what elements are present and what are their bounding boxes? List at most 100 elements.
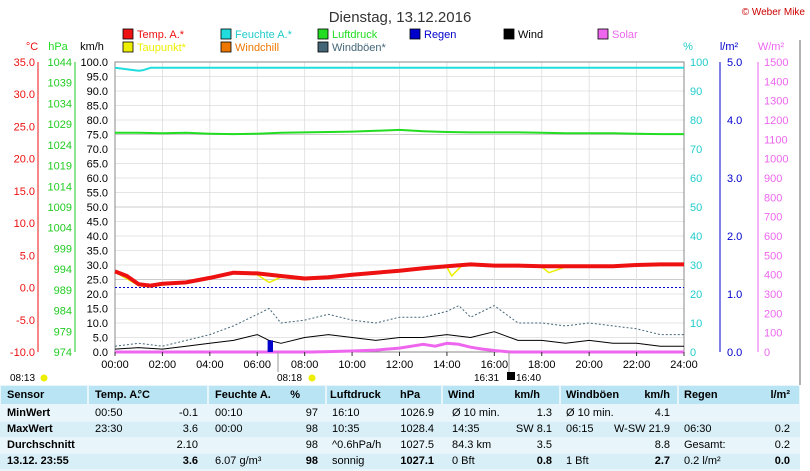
legend: Temp. A.* Feuchte A.* Luftdruck Regen Wind So… bbox=[122, 28, 638, 54]
humidity-tick-label: 60 bbox=[690, 173, 702, 185]
solar-tick-label: 500 bbox=[764, 250, 782, 262]
table-cell: 2.10 bbox=[176, 439, 198, 451]
legend-label: Solar bbox=[612, 29, 638, 41]
legend-label: Temp. A.* bbox=[137, 29, 185, 41]
table-header-cell: Feuchte A. bbox=[215, 389, 271, 401]
table-cell: 2.7 bbox=[654, 455, 670, 467]
table-row: MinWert 00:50 -0.1 00:10 97 16:10 1026.9 Ø 10 m… bbox=[0, 406, 800, 421]
solar-tick-label: 1100 bbox=[764, 134, 788, 146]
humidity-tick-label: 0 bbox=[690, 347, 696, 359]
legend-swatch bbox=[317, 28, 329, 40]
wind-tick-label: 70.0 bbox=[87, 144, 108, 156]
table-cell: 3.6 bbox=[182, 423, 198, 435]
sunrise-label: 08:13 bbox=[10, 373, 35, 384]
pressure-tick-label: 1034 bbox=[48, 98, 72, 110]
pressure-tick-label: 989 bbox=[54, 285, 72, 297]
table-cell: -0.1 bbox=[179, 407, 198, 419]
legend-label: Luftdruck bbox=[332, 29, 378, 41]
pressure-tick-label: 1009 bbox=[48, 202, 72, 214]
table-row: 13.12. 23:55 3.6 6.07 g/m³ 98 sonnig 1027.1 0 … bbox=[0, 454, 800, 469]
table-header-cell: l/m² bbox=[770, 389, 790, 401]
table-header-cell: °C bbox=[137, 389, 150, 401]
series-line-wind bbox=[114, 331, 684, 350]
legend-label: Windchill bbox=[235, 42, 279, 54]
table-cell: 0.2 bbox=[774, 423, 790, 435]
wind-tick-label: 50.0 bbox=[87, 202, 108, 214]
humidity-tick-label: 70 bbox=[690, 144, 702, 156]
x-tick-label: 14:00 bbox=[433, 359, 461, 371]
table-cell: Gesamt: bbox=[684, 439, 726, 451]
page-title: Dienstag, 13.12.2016 bbox=[329, 9, 472, 26]
solar-tick-label: 0 bbox=[764, 347, 770, 359]
table-cell: 1028.4 bbox=[400, 423, 434, 435]
wind-tick-label: 55.0 bbox=[87, 188, 108, 200]
table-cell: 98 bbox=[305, 423, 318, 435]
x-tick-label: 16:00 bbox=[481, 359, 509, 371]
table-cell: SW 8.1 bbox=[515, 423, 552, 435]
axis-unit-label: l/m² bbox=[720, 41, 739, 53]
temp-tick-label: 15.0 bbox=[14, 186, 35, 198]
table-cell: 0.2 bbox=[774, 439, 790, 451]
wind-tick-label: 30.0 bbox=[87, 260, 108, 272]
rain-tick-label: 3.0 bbox=[727, 173, 742, 185]
pressure-tick-label: 1024 bbox=[48, 140, 72, 152]
table-cell: 00:50 bbox=[95, 407, 123, 419]
x-tick-label: 08:00 bbox=[291, 359, 319, 371]
temp-tick-label: -5.0 bbox=[16, 315, 35, 327]
solar-tick-label: 800 bbox=[764, 192, 782, 204]
pressure-tick-label: 1029 bbox=[48, 119, 72, 131]
legend-label: Wind bbox=[518, 29, 543, 41]
table-cell: 00:10 bbox=[215, 407, 243, 419]
table-header-section bbox=[209, 386, 325, 404]
series-line-feuchtea bbox=[114, 66, 684, 72]
wind-tick-label: 95.0 bbox=[87, 72, 108, 84]
pressure-tick-label: 984 bbox=[54, 306, 72, 318]
solar-tick-label: 700 bbox=[764, 212, 782, 224]
table-header-section bbox=[89, 386, 207, 404]
table-cell: ^0.6hPa/h bbox=[332, 439, 382, 451]
max-b-label: 16:40 bbox=[516, 373, 541, 384]
temp-tick-label: 0.0 bbox=[20, 283, 35, 295]
table-cell: 0.0 bbox=[774, 455, 790, 467]
humidity-tick-label: 100 bbox=[690, 57, 708, 69]
x-tick-label: 00:00 bbox=[101, 359, 129, 371]
humidity-tick-label: 50 bbox=[690, 202, 702, 214]
solar-tick-label: 100 bbox=[764, 328, 782, 340]
series-line-windben bbox=[114, 305, 684, 347]
legend-swatch bbox=[503, 28, 515, 40]
wind-tick-label: 90.0 bbox=[87, 86, 108, 98]
legend-label: Taupunkt* bbox=[137, 42, 187, 54]
series-layer bbox=[114, 66, 684, 354]
legend-swatch bbox=[122, 28, 134, 40]
axis-unit-label: % bbox=[683, 41, 693, 53]
table-header-cell: Sensor bbox=[7, 389, 45, 401]
axis-unit-label: W/m² bbox=[758, 41, 785, 53]
grid bbox=[114, 61, 685, 353]
pressure-tick-label: 979 bbox=[54, 326, 72, 338]
series-line-luftdruck bbox=[115, 128, 684, 136]
row-label: Durchschnitt bbox=[7, 439, 75, 451]
table-cell: 06:15 bbox=[566, 423, 594, 435]
humidity-tick-label: 20 bbox=[690, 289, 702, 301]
rain-tick-label: 0.0 bbox=[727, 347, 742, 359]
x-tick-label: 04:00 bbox=[196, 359, 224, 371]
x-tick-label: 06:00 bbox=[243, 359, 271, 371]
table-cell: 98 bbox=[305, 455, 318, 467]
wind-tick-label: 20.0 bbox=[87, 289, 108, 301]
table-header-cell: Regen bbox=[684, 389, 718, 401]
time-axis: 00:00 02:00 04:00 06:00 08:00 10:00 12:00 14:00… bbox=[101, 352, 698, 371]
humidity-tick-label: 10 bbox=[690, 318, 702, 330]
row-label: MaxWert bbox=[7, 423, 53, 435]
table-cell: 1027.5 bbox=[400, 439, 434, 451]
table-cell: Ø 10 min. bbox=[566, 407, 614, 419]
solar-tick-label: 1000 bbox=[764, 154, 788, 166]
rain-tick-label: 5.0 bbox=[727, 57, 742, 69]
temp-tick-label: 10.0 bbox=[14, 218, 35, 230]
solar-tick-label: 200 bbox=[764, 308, 782, 320]
x-tick-label: 24:00 bbox=[670, 359, 698, 371]
temp-tick-label: 5.0 bbox=[20, 250, 35, 262]
table-header-section bbox=[561, 386, 677, 404]
table-cell: 0 Bft bbox=[452, 455, 475, 467]
table-header-cell: km/h bbox=[514, 389, 540, 401]
table-cell: 3.6 bbox=[182, 455, 198, 467]
